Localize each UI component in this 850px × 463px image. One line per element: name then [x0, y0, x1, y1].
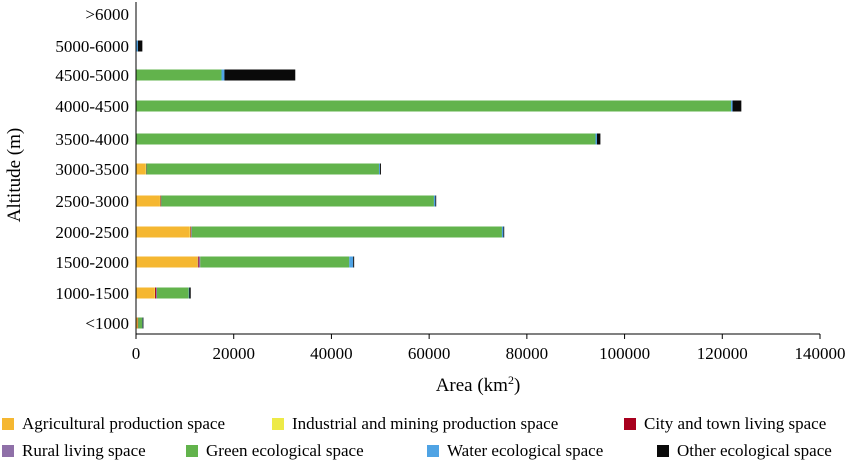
bar-segment-5-row-8: [136, 100, 732, 112]
bar-segment-2-row-3: [197, 256, 198, 268]
bar-segment-3-row-3: [197, 256, 199, 268]
bar-segment-5-row-4: [191, 226, 502, 238]
y-tick-label: 5000-6000: [55, 37, 129, 56]
y-tick-label: 4500-5000: [55, 66, 129, 85]
y-tick-label: 2500-3000: [55, 192, 129, 211]
x-tick-label: 120000: [697, 344, 748, 363]
legend-label: Green ecological space: [206, 441, 364, 460]
x-axis-title: Area (km2): [436, 373, 521, 396]
legend-label: Rural living space: [22, 441, 146, 460]
bar-segment-6-row-8: [731, 100, 733, 112]
bar-segment-7-row-10: [137, 40, 143, 52]
bar-segment-3-row-2: [155, 287, 157, 299]
x-tick-label: 0: [132, 344, 141, 363]
bar-segment-5-row-6: [146, 163, 379, 175]
bar-segment-7-row-8: [732, 100, 742, 112]
y-tick-label: 1000-1500: [55, 284, 129, 303]
bar-segment-5-row-7: [136, 133, 596, 145]
y-axis-title: Altitude (m): [4, 128, 25, 222]
bar-segment-1-row-4: [136, 226, 190, 238]
x-tick-label: 100000: [599, 344, 650, 363]
bar-segment-6-row-10: [136, 40, 138, 52]
bar-segment-4-row-5: [160, 195, 162, 207]
legend-label: Industrial and mining production space: [292, 414, 559, 433]
legend-item: Agricultural production space: [2, 414, 225, 434]
bar-segment-7-row-4: [503, 226, 505, 238]
bar-segment-5-row-2: [157, 287, 189, 299]
legend-item: Other ecological space: [657, 441, 832, 461]
x-tick-label: 40000: [310, 344, 353, 363]
bar-segment-5-row-5: [161, 195, 434, 207]
y-tick-label: 2000-2500: [55, 223, 129, 242]
axes: [135, 2, 821, 339]
bar-segment-7-row-7: [596, 133, 601, 145]
x-tick-label: 20000: [212, 344, 255, 363]
bar-segment-6-row-7: [595, 133, 597, 145]
legend-swatch: [2, 418, 14, 430]
legend-item: Industrial and mining production space: [272, 414, 558, 434]
y-axis-title-text: Altitude (m): [4, 128, 25, 222]
x-tick-label: 80000: [506, 344, 549, 363]
legend-swatch: [272, 418, 284, 430]
bar-segment-7-row-6: [379, 163, 381, 175]
legend-label: City and town living space: [644, 414, 827, 433]
bar-segment-7-row-2: [189, 287, 191, 299]
bar-segment-1-row-1: [136, 317, 138, 329]
legend-swatch: [624, 418, 636, 430]
x-axis-title-close: ): [514, 375, 520, 396]
bars: [136, 40, 742, 329]
y-tick-label: 4000-4500: [55, 97, 129, 116]
x-tick-label: 140000: [795, 344, 846, 363]
bar-segment-4-row-3: [198, 256, 201, 268]
bar-segment-5-row-1: [138, 317, 143, 329]
y-tick-label: 3000-3500: [55, 160, 129, 179]
bar-segment-7-row-9: [224, 69, 296, 81]
bar-segment-4-row-4: [190, 226, 192, 238]
bar-segment-6-row-4: [501, 226, 504, 238]
legend-label: Agricultural production space: [22, 414, 225, 433]
legend: Agricultural production space Industrial …: [0, 404, 850, 463]
bar-segment-6-row-5: [433, 195, 436, 207]
bar-segment-1-row-2: [136, 287, 155, 299]
bar-segment-7-row-1: [142, 317, 144, 329]
bar-segment-1-row-3: [136, 256, 198, 268]
y-tick-label: 1500-2000: [55, 253, 129, 272]
legend-item: Green ecological space: [186, 441, 364, 461]
legend-label: Other ecological space: [677, 441, 832, 460]
bar-segment-1-row-6: [136, 163, 146, 175]
y-tick-label: 3500-4000: [55, 130, 129, 149]
bar-segment-6-row-9: [221, 69, 225, 81]
bar-segment-3-row-4: [190, 226, 192, 238]
bar-segment-2-row-2: [154, 287, 156, 299]
chart: Altitude (m) 0 20000 40000 60000 80000 100000…: [4, 2, 846, 396]
y-tick-label: <1000: [85, 314, 129, 333]
legend-swatch: [186, 445, 198, 457]
x-axis-title-main: Area (km: [436, 375, 508, 396]
bar-segment-1-row-5: [136, 195, 160, 207]
y-tick-label: >6000: [85, 5, 129, 24]
x-tick-label: 60000: [408, 344, 451, 363]
bar-segment-5-row-3: [200, 256, 350, 268]
legend-item: Water ecological space: [427, 441, 603, 461]
legend-swatch: [427, 445, 439, 457]
bar-segment-2-row-4: [189, 226, 191, 238]
legend-swatch: [2, 445, 14, 457]
bar-segment-6-row-6: [378, 163, 380, 175]
bar-segment-2-row-5: [159, 195, 161, 207]
bar-segment-7-row-5: [435, 195, 437, 207]
bar-segment-7-row-3: [353, 256, 355, 268]
bar-segment-6-row-3: [349, 256, 354, 268]
legend-item: Rural living space: [2, 441, 146, 461]
legend-item: City and town living space: [624, 414, 826, 434]
bar-segment-4-row-2: [156, 287, 158, 299]
legend-label: Water ecological space: [447, 441, 604, 460]
legend-swatch: [657, 445, 669, 457]
x-axis-title-superscript: 2: [508, 373, 514, 387]
bar-segment-6-row-2: [188, 287, 190, 299]
x-tick-labels: 0 20000 40000 60000 80000 100000 120000 140000: [132, 344, 846, 363]
bar-segment-5-row-9: [136, 69, 222, 81]
y-tick-labels: <1000 1000-1500 1500-2000 2000-2500 2500-300…: [55, 5, 129, 333]
